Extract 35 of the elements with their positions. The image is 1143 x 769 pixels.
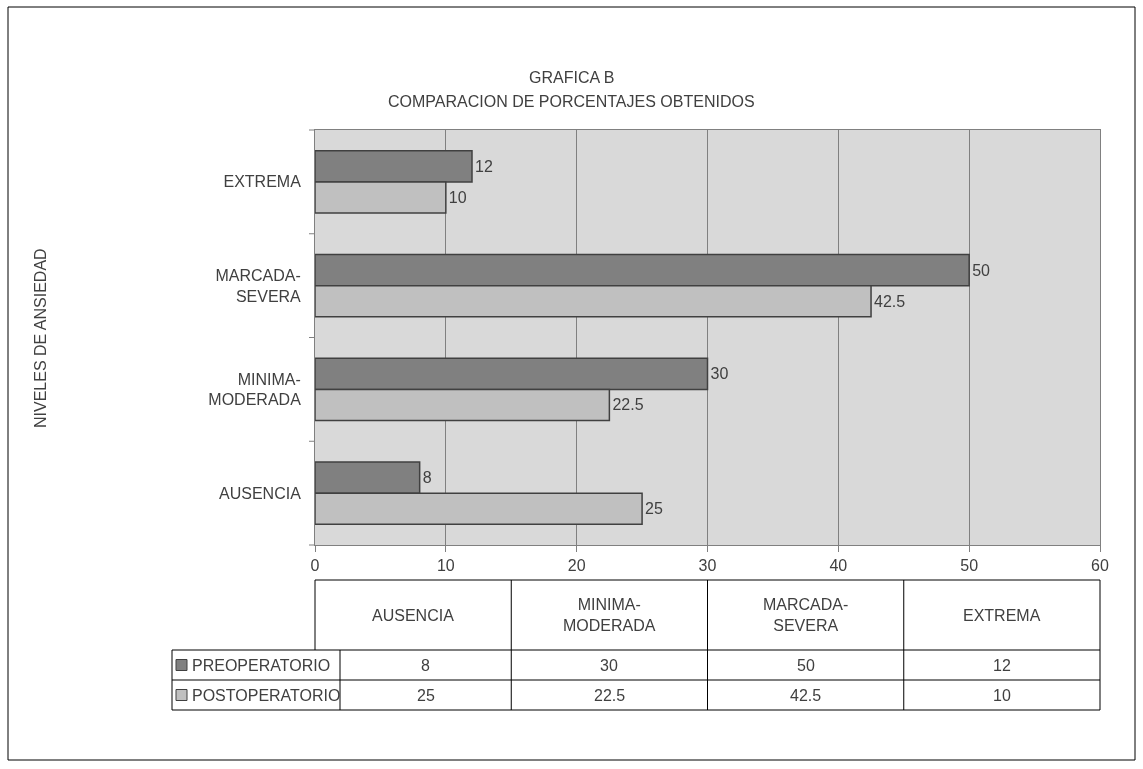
chart-subtitle: COMPARACION DE PORCENTAJES OBTENIDOS	[388, 93, 755, 110]
y-tick-label: MINIMA-MODERADA	[208, 370, 302, 409]
y-tick-label: AUSENCIA	[219, 484, 302, 502]
text: 42.5	[790, 687, 822, 704]
data-label: 12	[475, 157, 493, 175]
text: 22.5	[594, 687, 626, 704]
text: 30	[600, 657, 618, 674]
category-label: AUSENCIA	[372, 607, 454, 624]
y-tick-label: EXTREMA	[223, 173, 302, 191]
data-label: 22.5	[612, 396, 644, 414]
text: 10	[993, 687, 1011, 704]
data-label: 8	[422, 469, 432, 487]
data-label: 30	[710, 365, 729, 383]
y-tick-label: MARCADA-SEVERA	[215, 266, 302, 305]
x-tick-label: 10	[436, 557, 455, 575]
data-label: 42.5	[874, 292, 906, 310]
legend-label: PREOPERATORIO	[192, 657, 331, 674]
x-tick-label: 0	[310, 557, 320, 575]
x-tick-label: 60	[1091, 557, 1109, 575]
text: 50	[797, 657, 815, 674]
x-tick-label: 40	[829, 557, 848, 575]
text: NIVELES DE ANSIEDAD	[32, 248, 49, 428]
data-label: 10	[448, 188, 467, 206]
x-tick-label: 20	[567, 557, 586, 575]
data-label: 25	[645, 500, 663, 518]
text: 8	[421, 657, 430, 674]
text: 25	[417, 687, 435, 704]
x-tick-label: 30	[698, 557, 717, 575]
category-label: MINIMA-MODERADA	[563, 596, 656, 634]
data-label: 50	[972, 261, 991, 279]
category-label: MARCADA-SEVERA	[763, 596, 849, 634]
category-label: EXTREMA	[963, 607, 1041, 624]
chart-title: GRAFICA B	[529, 69, 615, 86]
x-tick-label: 50	[960, 557, 979, 575]
text: 12	[993, 657, 1011, 674]
